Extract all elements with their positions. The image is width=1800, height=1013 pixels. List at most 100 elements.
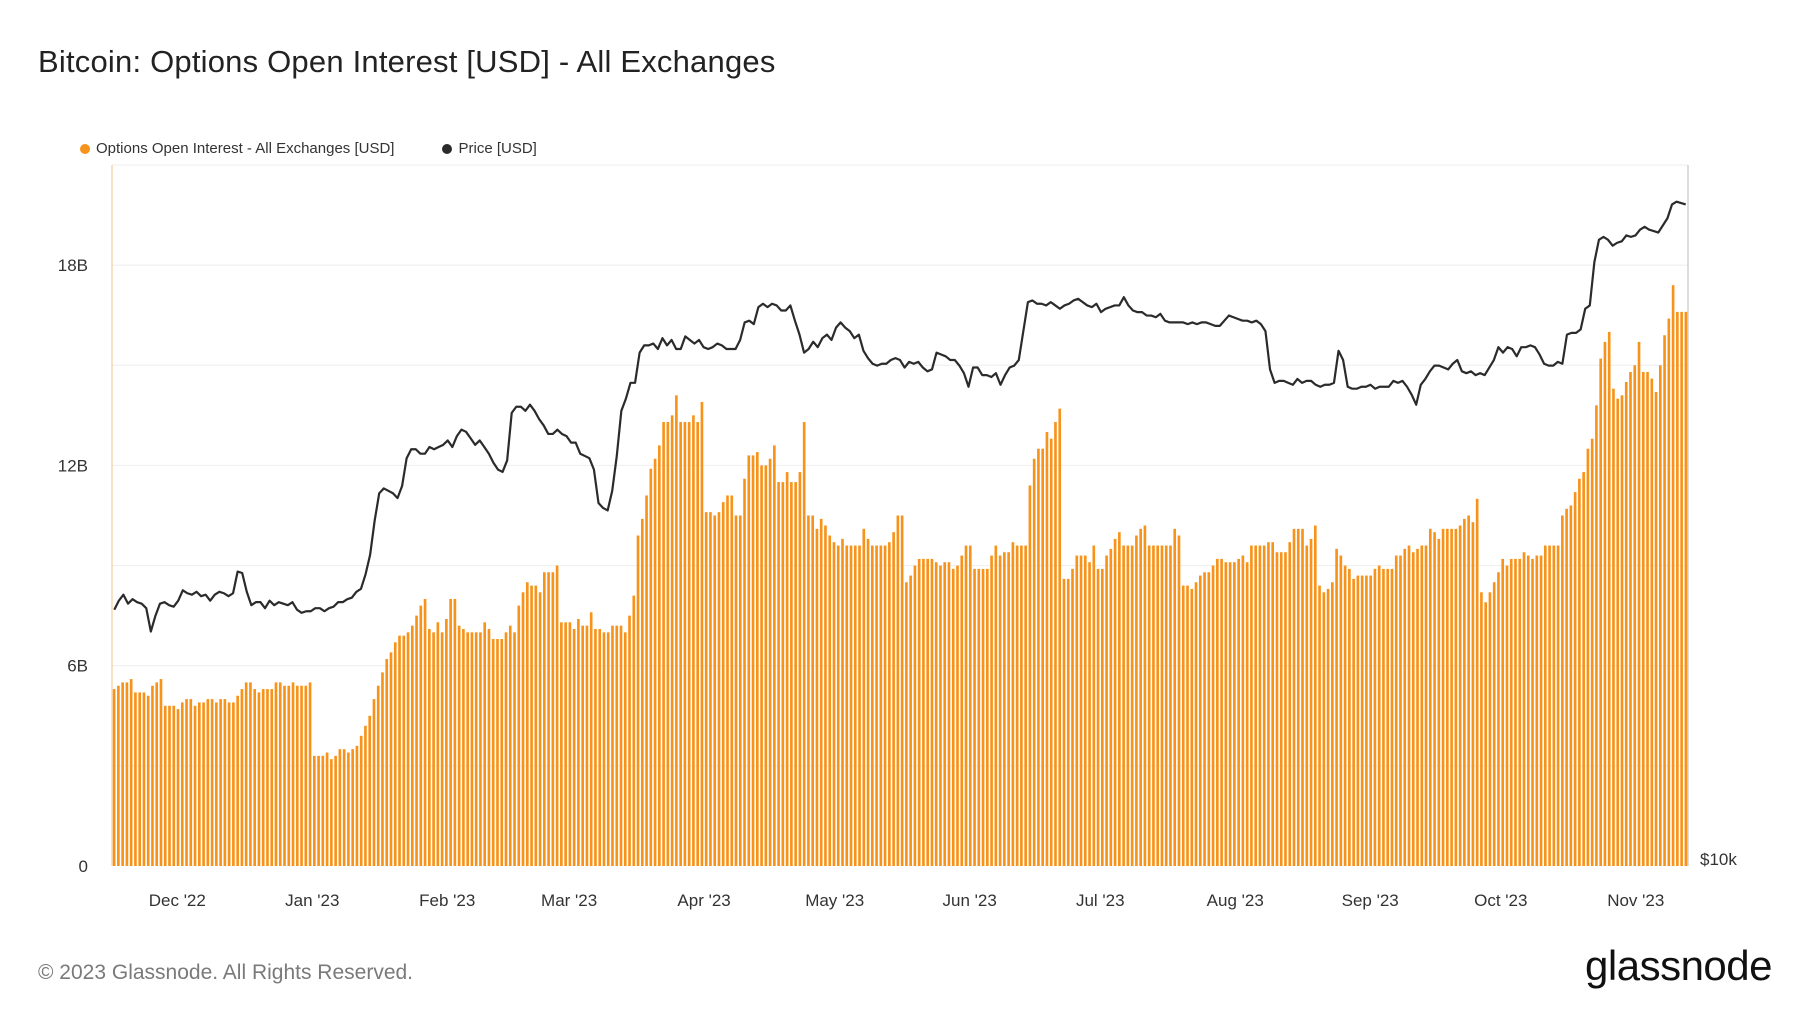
oi-bar xyxy=(1641,371,1645,866)
legend-item-open-interest[interactable]: Options Open Interest - All Exchanges [U… xyxy=(80,140,394,157)
oi-bar xyxy=(730,495,734,866)
oi-bar xyxy=(385,659,389,866)
oi-bar xyxy=(986,568,989,866)
oi-bar xyxy=(368,715,372,866)
oi-bar xyxy=(968,545,972,866)
oi-bar xyxy=(1284,552,1287,866)
oi-bar xyxy=(1616,398,1620,866)
oi-bar xyxy=(1522,552,1526,866)
oi-bar xyxy=(1428,528,1432,866)
oi-bar xyxy=(266,689,269,866)
oi-bar xyxy=(649,468,653,866)
oi-bar xyxy=(185,699,188,866)
oi-bar xyxy=(457,625,461,866)
oi-bar xyxy=(977,568,981,866)
oi-bar xyxy=(453,598,457,866)
axes: 0 6B 12B 18B $10k Dec '22 Jan '23 Feb '23 Mar '2… xyxy=(58,165,1737,910)
legend-dot-price xyxy=(442,143,453,154)
oi-bar xyxy=(611,625,614,866)
oi-bar xyxy=(892,532,895,866)
oi-bar xyxy=(973,568,976,866)
oi-bar xyxy=(1348,568,1351,866)
oi-bar xyxy=(1169,545,1172,866)
oi-bar xyxy=(913,565,917,866)
oi-bar xyxy=(981,568,985,866)
oi-bar xyxy=(223,699,227,866)
oi-bar xyxy=(517,605,521,866)
oi-bar xyxy=(683,422,687,866)
oi-bar xyxy=(538,592,542,866)
oi-bar xyxy=(342,749,346,866)
oi-bar xyxy=(1488,592,1492,866)
oi-bar xyxy=(1186,585,1189,866)
oi-bar xyxy=(1561,515,1564,866)
oi-bar xyxy=(1335,548,1338,866)
oi-bar xyxy=(134,692,137,866)
oi-bar xyxy=(1020,545,1023,866)
oi-bar xyxy=(845,545,849,866)
oi-bar xyxy=(270,689,274,866)
oi-bar xyxy=(581,625,584,866)
oi-bar xyxy=(359,735,363,866)
oi-bar xyxy=(726,495,729,866)
oi-bar xyxy=(1105,555,1108,866)
oi-bar xyxy=(410,625,414,866)
oi-bar xyxy=(1083,555,1087,866)
oi-bar xyxy=(168,705,171,866)
oi-bar xyxy=(372,699,376,866)
oi-bar xyxy=(1339,555,1343,866)
oi-bar xyxy=(172,705,176,866)
oi-bar xyxy=(440,632,444,866)
oi-bar xyxy=(1629,371,1632,866)
oi-bar xyxy=(261,689,265,866)
oi-bar xyxy=(764,465,768,866)
oi-bar xyxy=(858,545,861,866)
oi-bar xyxy=(1480,592,1483,866)
x-tick-label: Aug '23 xyxy=(1207,891,1264,910)
oi-bar xyxy=(568,622,572,866)
oi-bar xyxy=(1497,572,1500,866)
oi-bar xyxy=(709,512,712,866)
oi-bar xyxy=(1650,378,1654,866)
oi-bar xyxy=(751,455,755,866)
oi-bar xyxy=(1216,558,1219,866)
oi-bar xyxy=(428,629,431,866)
legend-item-price[interactable]: Price [USD] xyxy=(442,140,537,157)
oi-bar xyxy=(964,545,968,866)
oi-bar xyxy=(747,455,751,866)
oi-bar xyxy=(1118,532,1121,866)
oi-bar xyxy=(215,702,218,866)
oi-bar xyxy=(1667,318,1671,866)
oi-bar xyxy=(389,652,393,866)
oi-bar xyxy=(1684,311,1688,866)
oi-bar xyxy=(1305,545,1309,866)
legend-label-open-interest: Options Open Interest - All Exchanges [U… xyxy=(96,140,395,157)
oi-bar xyxy=(1028,485,1032,866)
oi-bar xyxy=(1177,535,1181,866)
oi-bar xyxy=(606,632,610,866)
oi-bar xyxy=(1024,545,1027,866)
oi-bar xyxy=(943,562,947,866)
oi-bar xyxy=(1326,588,1330,866)
oi-bar xyxy=(807,515,810,866)
oi-bar xyxy=(219,699,222,866)
oi-bar xyxy=(445,618,448,866)
oi-bar xyxy=(547,572,550,866)
oi-bar xyxy=(794,482,797,866)
oi-bar xyxy=(1569,505,1573,866)
oi-bar xyxy=(330,759,333,866)
oi-bar xyxy=(675,395,678,866)
oi-bar xyxy=(1514,558,1517,866)
oi-bar xyxy=(1399,555,1402,866)
oi-bar xyxy=(462,629,465,866)
oi-bar xyxy=(176,709,180,866)
oi-bar xyxy=(1365,575,1368,866)
oi-bar xyxy=(1612,388,1615,866)
oi-bar xyxy=(679,422,682,866)
oi-bar xyxy=(1164,545,1168,866)
oi-bar xyxy=(125,682,129,866)
oi-bar xyxy=(841,538,844,866)
oi-bar xyxy=(415,615,418,866)
oi-bar xyxy=(713,515,717,866)
